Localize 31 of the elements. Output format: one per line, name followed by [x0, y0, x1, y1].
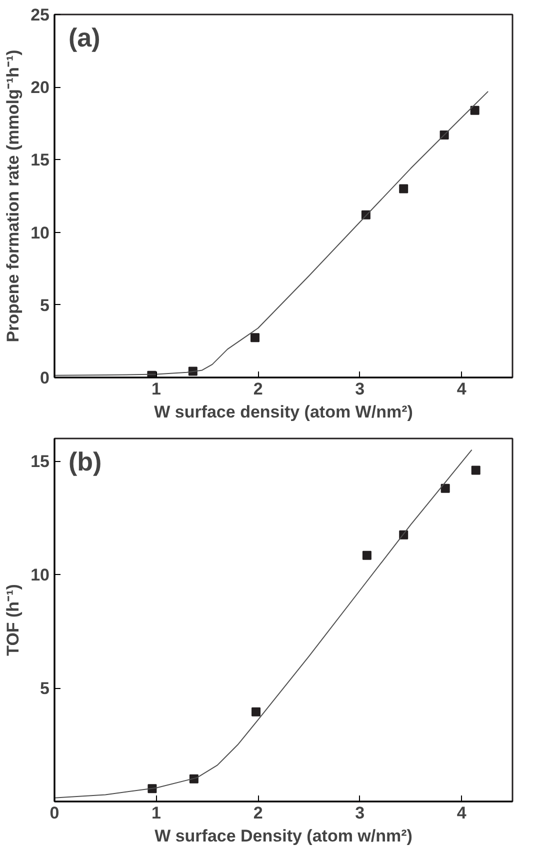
point [362, 550, 372, 560]
x-axis-title: W surface density (atom W/nm²) [154, 402, 413, 422]
point [399, 184, 408, 194]
annotation: (b) [68, 446, 102, 476]
annotation: (a) [68, 22, 100, 52]
x-tick-label: 3 [355, 380, 365, 398]
line-series [54, 449, 472, 798]
y-tick-label: 25 [30, 6, 50, 24]
y-axis-title: Propene formation rate (mmolg⁻¹h⁻¹) [4, 50, 23, 342]
y-tick-label: 15 [30, 452, 50, 472]
x-tick-label: 1 [152, 804, 162, 822]
point [250, 333, 260, 342]
y-axis-title: TOF (h⁻¹) [4, 584, 23, 656]
y-tick-label: 15 [30, 150, 50, 170]
y-tick-label: 20 [30, 78, 50, 98]
x-axis-title: W surface Density (atom w/nm²) [154, 826, 412, 846]
x-tick-label: 3 [355, 804, 365, 822]
point [252, 707, 261, 716]
x-tick-label: 2 [253, 804, 263, 822]
x-tick-label: 4 [456, 804, 467, 822]
y-tick-label: 5 [40, 679, 50, 698]
point [471, 466, 480, 475]
x-tick-label: 1 [152, 380, 162, 398]
x-tick-label: 4 [456, 380, 467, 398]
point [470, 106, 480, 115]
line-series [54, 90, 489, 376]
y-tick-label: 10 [30, 566, 50, 585]
y-tick-label: 5 [40, 296, 50, 315]
y-tick-label: 10 [30, 223, 50, 242]
point [440, 484, 450, 493]
x-tick-label: 2 [253, 380, 263, 398]
